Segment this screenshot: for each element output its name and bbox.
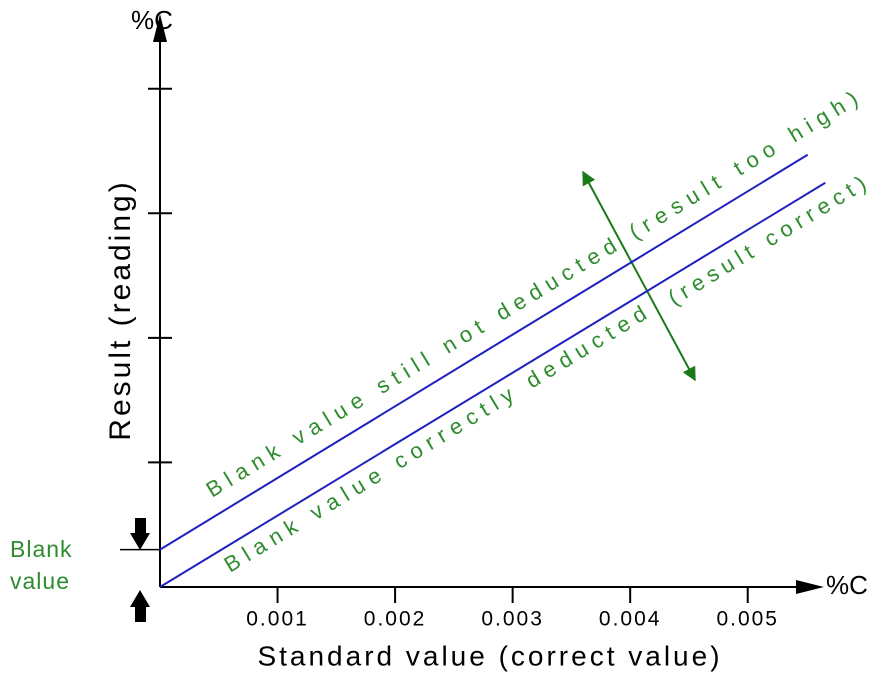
line-label: Blank value still not deducted (202, 233, 621, 502)
blank-label: value (10, 568, 70, 594)
series-line (159, 153, 809, 551)
series-line (159, 181, 826, 588)
y-unit: %C (131, 5, 173, 35)
blank-arrow-up (130, 590, 150, 622)
x-tick-label: 0.004 (599, 608, 662, 631)
blank-label: Blank (10, 536, 73, 562)
x-tick-label: 0.003 (481, 608, 544, 631)
x-axis-arrow (796, 580, 824, 594)
y-axis-arrow (153, 14, 167, 42)
x-tick-label: 0.005 (716, 608, 779, 631)
shift-arrow (582, 170, 696, 382)
blank-arrow-down (130, 518, 150, 550)
line-note: (result too high) (625, 86, 863, 244)
x-tick-label: 0.001 (246, 608, 309, 631)
x-tick-label: 0.002 (364, 608, 427, 631)
x-unit: %C (826, 570, 868, 600)
y-axis-label: Result (reading) (104, 179, 137, 440)
x-axis-label: Standard value (correct value) (257, 640, 722, 671)
